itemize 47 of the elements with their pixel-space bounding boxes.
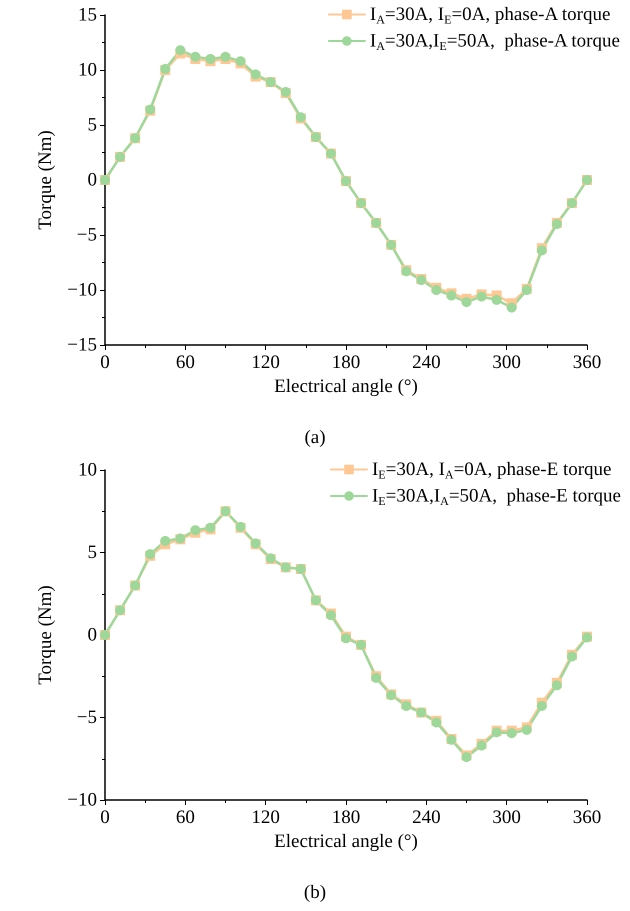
y-tick-label: 0 [88, 624, 97, 646]
y-axis-title: Torque (Nm) [35, 130, 56, 230]
x-tick-label: 360 [572, 352, 602, 373]
point [462, 297, 472, 308]
point [506, 728, 517, 738]
y-tick-label: 5 [88, 542, 97, 563]
x-tick-label: 300 [492, 807, 521, 828]
y-tick-label: −10 [67, 280, 97, 300]
y-tick-label: 10 [78, 60, 97, 80]
y-tick-label: −15 [67, 334, 97, 356]
y-tick-label: −10 [67, 790, 97, 810]
point [492, 294, 502, 305]
point [506, 302, 517, 313]
x-tick-label: 180 [332, 352, 360, 373]
x-tick-label: 180 [332, 807, 360, 828]
x-axis-title: Electrical angle (°) [274, 376, 418, 397]
point [446, 290, 456, 300]
x-tick-label: 300 [492, 352, 521, 373]
point [476, 292, 487, 302]
point [175, 45, 186, 56]
point [205, 54, 216, 64]
x-tick-label: 120 [251, 352, 280, 373]
point [220, 52, 230, 62]
x-tick-label: 60 [176, 352, 195, 373]
x-tick-label: 60 [176, 807, 195, 828]
x-axis-title: Electrical angle (°) [274, 831, 418, 852]
y-tick-label: 0 [88, 170, 97, 190]
text: (b) [304, 882, 326, 903]
point [522, 724, 532, 735]
y-axis-title: Torque (Nm) [35, 585, 56, 685]
x-tick-label: 240 [412, 807, 441, 828]
point [431, 285, 442, 295]
point [250, 69, 261, 80]
y-tick-label: 10 [78, 460, 97, 480]
point [552, 680, 562, 690]
x-tick-label: 240 [412, 352, 441, 373]
y-tick-label: −5 [76, 707, 97, 728]
point [190, 525, 200, 536]
x-tick-label: 360 [572, 807, 602, 828]
point [160, 536, 170, 546]
y-tick-label: 5 [88, 114, 97, 136]
y-tick-label: 15 [78, 4, 97, 26]
y-tick-label: −5 [76, 224, 97, 246]
point [536, 700, 547, 711]
text: (a) [304, 427, 326, 448]
point [190, 52, 200, 62]
x-tick-label: 120 [251, 807, 280, 828]
